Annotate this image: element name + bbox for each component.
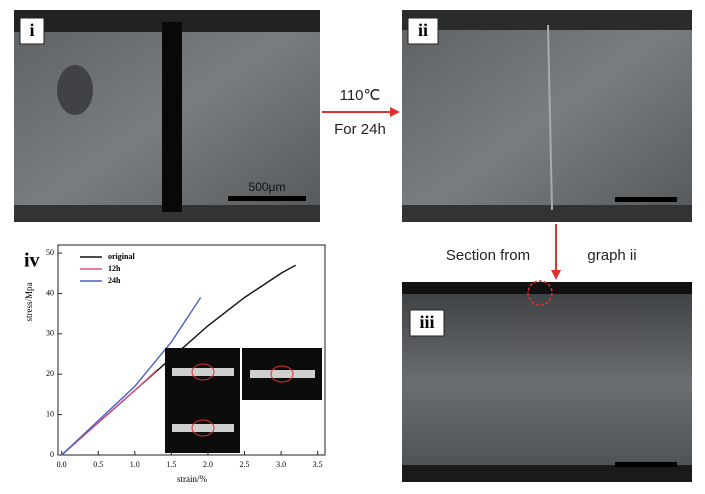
x-tick-label: 1.5 <box>166 460 176 469</box>
x-tick-label: 3.5 <box>313 460 323 469</box>
scale-bar <box>228 196 306 201</box>
y-tick-label: 20 <box>46 369 54 378</box>
scale-label: 500μm <box>249 180 286 194</box>
defect <box>57 65 93 115</box>
x-axis-label: strain/% <box>177 474 207 484</box>
image-edge <box>402 205 692 222</box>
figure: i 500μm ii iii 110℃ For 24h Section from… <box>0 0 705 489</box>
image-edge <box>402 282 692 294</box>
legend-label: original <box>108 252 135 261</box>
legend-label: 12h <box>108 264 121 273</box>
arrow-label: Section from <box>446 247 530 264</box>
arrowhead <box>551 270 561 280</box>
legend-label: 24h <box>108 276 121 285</box>
specimen <box>250 370 315 378</box>
arrowhead <box>390 107 400 117</box>
x-tick-label: 2.5 <box>240 460 250 469</box>
scale-bar <box>615 197 677 202</box>
panel-label: ii <box>418 20 428 40</box>
y-tick-label: 0 <box>50 450 54 459</box>
sem-image <box>402 10 692 222</box>
y-tick-label: 30 <box>46 329 54 338</box>
y-tick-label: 40 <box>46 288 54 297</box>
scale-bar <box>615 462 677 467</box>
arrow-label: 110℃ <box>340 87 381 104</box>
image-edge <box>402 465 692 482</box>
inset-images <box>165 348 322 453</box>
image-edge <box>402 10 692 30</box>
y-tick-label: 10 <box>46 409 54 418</box>
x-tick-label: 0.0 <box>57 460 67 469</box>
x-tick-label: 3.0 <box>276 460 286 469</box>
crack <box>162 22 182 212</box>
panel-label: iv <box>24 250 40 272</box>
page: {"panels":{"i":{"label":"i","scale":"500… <box>0 0 705 489</box>
sem-image <box>402 282 692 482</box>
arrow-label: graph ii <box>587 247 636 264</box>
x-tick-label: 1.0 <box>130 460 140 469</box>
panel-label: iii <box>419 312 434 332</box>
y-tick-label: 50 <box>46 248 54 257</box>
arrow-label: For 24h <box>334 121 386 138</box>
x-tick-label: 2.0 <box>203 460 213 469</box>
specimen <box>172 368 234 376</box>
specimen <box>172 424 234 432</box>
x-tick-label: 0.5 <box>93 460 103 469</box>
panel-label: i <box>29 20 34 40</box>
y-axis-label: stress/Mpa <box>24 282 34 321</box>
